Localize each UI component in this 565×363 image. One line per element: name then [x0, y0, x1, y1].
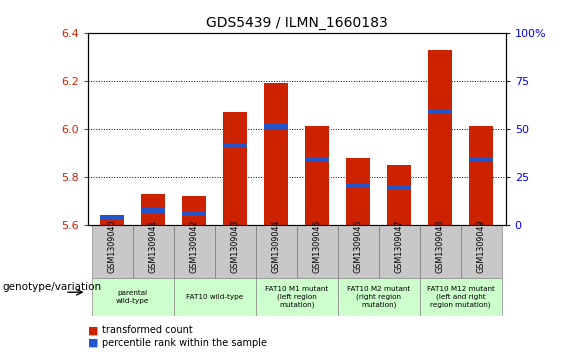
- Bar: [469, 157, 493, 161]
- Bar: [133, 225, 173, 278]
- Bar: [173, 225, 215, 278]
- Text: FAT10 wild-type: FAT10 wild-type: [186, 294, 244, 300]
- Text: transformed count: transformed count: [102, 325, 193, 335]
- Bar: [346, 183, 371, 188]
- Bar: [264, 124, 288, 129]
- Text: GSM1309048: GSM1309048: [436, 220, 445, 273]
- Text: GSM1309044: GSM1309044: [272, 220, 281, 273]
- Text: GSM1309049: GSM1309049: [477, 220, 485, 273]
- Bar: [428, 110, 453, 114]
- Text: GSM1309040: GSM1309040: [108, 220, 116, 273]
- Text: genotype/variation: genotype/variation: [3, 282, 102, 292]
- Bar: [223, 112, 247, 225]
- Bar: [338, 278, 420, 316]
- Bar: [92, 225, 133, 278]
- Text: FAT10 M1 mutant
(left region
mutation): FAT10 M1 mutant (left region mutation): [265, 286, 328, 308]
- Title: GDS5439 / ILMN_1660183: GDS5439 / ILMN_1660183: [206, 16, 388, 30]
- Bar: [420, 225, 460, 278]
- Text: GSM1309042: GSM1309042: [190, 220, 199, 273]
- Bar: [264, 83, 288, 225]
- Text: ■: ■: [88, 325, 98, 335]
- Bar: [428, 49, 453, 225]
- Bar: [182, 211, 206, 215]
- Bar: [460, 225, 502, 278]
- Bar: [92, 278, 173, 316]
- Bar: [469, 126, 493, 225]
- Text: GSM1309043: GSM1309043: [231, 220, 240, 273]
- Bar: [141, 194, 166, 225]
- Bar: [346, 158, 371, 225]
- Bar: [255, 278, 338, 316]
- Text: GSM1309041: GSM1309041: [149, 220, 158, 273]
- Bar: [297, 225, 338, 278]
- Bar: [305, 126, 329, 225]
- Text: GSM1309046: GSM1309046: [354, 220, 363, 273]
- Bar: [215, 225, 255, 278]
- Text: FAT10 M12 mutant
(left and right
region mutation): FAT10 M12 mutant (left and right region …: [427, 286, 494, 308]
- Bar: [387, 185, 411, 190]
- Text: parental
wild-type: parental wild-type: [116, 290, 149, 303]
- Bar: [182, 196, 206, 225]
- Text: GSM1309045: GSM1309045: [312, 220, 321, 273]
- Bar: [100, 215, 124, 225]
- Bar: [305, 157, 329, 161]
- Text: ■: ■: [88, 338, 98, 348]
- Text: GSM1309047: GSM1309047: [394, 220, 403, 273]
- Text: percentile rank within the sample: percentile rank within the sample: [102, 338, 267, 348]
- Bar: [338, 225, 379, 278]
- Text: FAT10 M2 mutant
(right region
mutation): FAT10 M2 mutant (right region mutation): [347, 286, 410, 308]
- Bar: [379, 225, 420, 278]
- Bar: [255, 225, 297, 278]
- Bar: [223, 143, 247, 148]
- Bar: [173, 278, 255, 316]
- Bar: [141, 208, 166, 213]
- Bar: [100, 216, 124, 220]
- Bar: [420, 278, 502, 316]
- Bar: [387, 165, 411, 225]
